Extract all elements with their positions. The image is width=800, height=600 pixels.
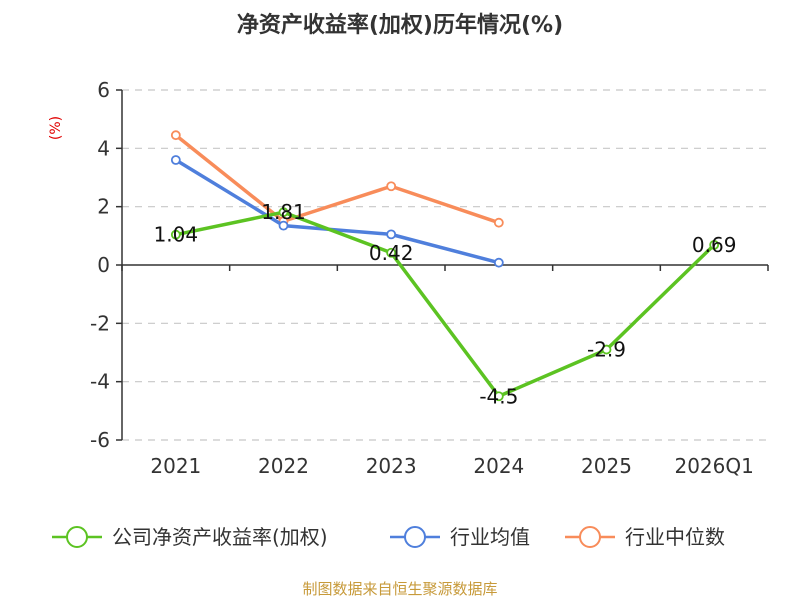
data-point-company [601, 344, 612, 355]
legend-marker [66, 526, 88, 548]
data-point-industry_avg [386, 229, 397, 240]
series-line-industry_avg [174, 158, 500, 265]
data-point-company [386, 247, 397, 258]
y-tick-label: 2 [97, 195, 110, 219]
legend-label: 行业均值 [450, 525, 530, 549]
legend-item-company: 公司净资产收益率(加权) [52, 525, 328, 549]
data-point-company [278, 207, 289, 218]
data-label: 1.04 [154, 223, 199, 247]
data-point-industry_avg [493, 257, 504, 268]
data-labels: 1.04 1.81 0.42 -4.5 -2.9 0.69 [154, 200, 737, 408]
data-label: 0.42 [369, 241, 414, 265]
y-tick-label: -6 [90, 428, 110, 452]
data-label: 0.69 [692, 233, 737, 257]
data-point-company [493, 391, 504, 402]
legend-item-industry_avg: 行业均值 [390, 525, 530, 549]
y-tick-label: 6 [97, 78, 110, 102]
data-label: -4.5 [479, 384, 518, 408]
series-line-industry_median [174, 133, 500, 225]
y-tick-label: -2 [90, 311, 110, 335]
data-point-company [709, 239, 720, 250]
grid-lines [122, 89, 768, 441]
legend-item-industry_median: 行业中位数 [565, 525, 725, 549]
data-point-industry_median [493, 217, 504, 228]
x-tick-label: 2021 [150, 454, 201, 478]
data-point-industry_median [386, 181, 397, 192]
y-tick-label: -4 [90, 370, 110, 394]
x-tick-label: 2025 [581, 454, 632, 478]
x-tick-label: 2023 [366, 454, 417, 478]
series [170, 130, 720, 402]
axes: 6 4 2 0 -2 -4 -6 2021 2022 2023 2024 2025 2026Q1 [90, 78, 769, 478]
x-tick-label: 2024 [473, 454, 524, 478]
data-point-company [170, 229, 181, 240]
data-point-industry_median [170, 130, 181, 141]
y-axis-unit: (%) [48, 116, 64, 140]
chart-title: 净资产收益率(加权)历年情况(%) [237, 12, 563, 38]
x-tick-label: 2026Q1 [674, 454, 753, 478]
legend-label: 行业中位数 [625, 525, 725, 549]
data-label: -2.9 [587, 338, 626, 362]
data-point-industry_avg [278, 220, 289, 231]
legend-marker [579, 526, 601, 548]
y-tick-label: 4 [97, 136, 110, 160]
source-note: 制图数据来自恒生聚源数据库 [302, 580, 497, 598]
data-point-industry_avg [170, 155, 181, 165]
y-tick-label: 0 [97, 253, 110, 277]
legend-marker [404, 526, 426, 548]
legend: 公司净资产收益率(加权) 行业均值 行业中位数 [52, 525, 725, 549]
series-line-company [175, 210, 716, 398]
data-label: 1.81 [261, 200, 306, 224]
legend-label: 公司净资产收益率(加权) [112, 525, 328, 549]
x-tick-label: 2022 [258, 454, 309, 478]
